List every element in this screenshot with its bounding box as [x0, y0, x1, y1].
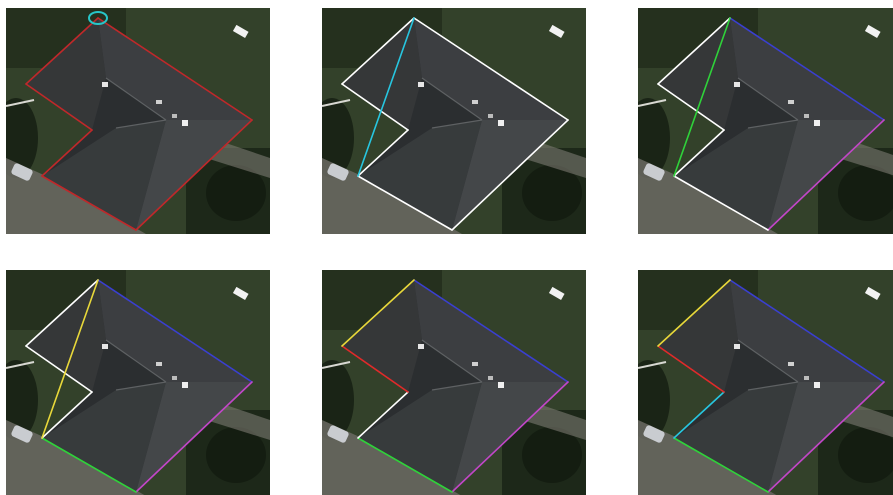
segment-a-b	[413, 279, 569, 383]
segment-d-e	[357, 391, 409, 439]
segment-c-d	[673, 175, 769, 231]
segment-b-c	[451, 381, 569, 493]
segment-e-f	[341, 83, 409, 131]
segment-e-f	[657, 345, 725, 393]
segment-a-b	[413, 17, 569, 121]
segment-a-b	[97, 17, 253, 121]
aerial-image	[6, 270, 270, 495]
aerial-image	[322, 270, 586, 495]
segment-f-a	[657, 279, 731, 347]
outline-segments	[25, 11, 253, 231]
segment-f-a	[25, 17, 99, 85]
segment-b-c	[451, 119, 569, 231]
panel-step-5	[322, 270, 586, 495]
segment-c-d	[357, 437, 453, 493]
segment-d-e	[41, 129, 93, 177]
segment-e-f	[657, 83, 725, 131]
outline-segments	[657, 17, 885, 231]
segment-d-e	[41, 391, 93, 439]
segment-f-a	[341, 279, 415, 347]
aerial-image	[638, 8, 893, 234]
segment-b-c	[135, 119, 253, 231]
segment-e-f	[341, 345, 409, 393]
segment-a-d	[673, 17, 731, 177]
aerial-image	[6, 8, 270, 234]
outline-segments	[341, 279, 569, 493]
aerial-image	[638, 270, 893, 495]
panel-step-2	[322, 8, 586, 234]
panel-step-3	[638, 8, 893, 234]
segment-b-c	[135, 381, 253, 493]
segment-e-f	[25, 345, 93, 393]
segment-a-d	[41, 279, 99, 439]
segment-c-d	[41, 437, 137, 493]
segment-a-d	[357, 17, 415, 177]
segment-a-b	[729, 17, 885, 121]
aerial-image	[322, 8, 586, 234]
segment-b-c	[767, 119, 885, 231]
outline-segments	[25, 279, 253, 493]
segment-a-b	[97, 279, 253, 383]
outline-segments	[657, 279, 885, 493]
panel-step-1	[6, 8, 270, 234]
segment-f-a	[25, 279, 99, 347]
start-vertex-marker	[88, 11, 108, 25]
segment-d-e	[357, 129, 409, 177]
segment-d-e	[673, 391, 725, 439]
segment-e-f	[25, 83, 93, 131]
outline-segments	[341, 17, 569, 231]
segment-c-d	[673, 437, 769, 493]
segment-a-b	[729, 279, 885, 383]
segment-d-e	[673, 129, 725, 177]
segment-c-d	[41, 175, 137, 231]
segment-c-d	[357, 175, 453, 231]
segment-f-a	[657, 17, 731, 85]
segment-b-c	[767, 381, 885, 493]
panel-step-4	[6, 270, 270, 495]
segment-f-a	[341, 17, 415, 85]
panel-step-6	[638, 270, 893, 495]
